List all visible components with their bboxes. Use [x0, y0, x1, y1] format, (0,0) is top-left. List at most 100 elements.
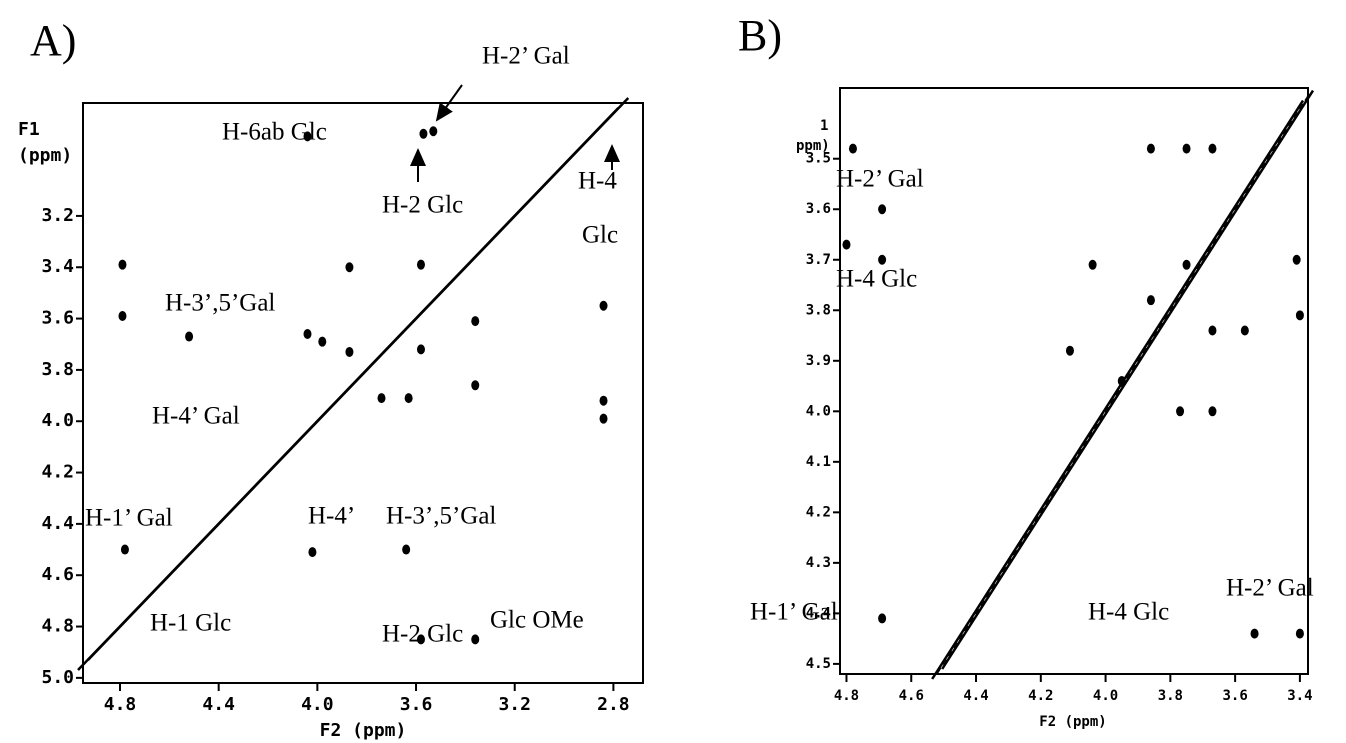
y-axis-label: 1 [820, 118, 828, 134]
diagonal [931, 99, 1305, 680]
y-tick-label: 5.0 [41, 667, 74, 688]
x-tick-label: 4.4 [963, 688, 988, 704]
peak [345, 346, 354, 357]
annotation: Glc OMe [490, 607, 584, 634]
peak [1208, 143, 1217, 154]
annotation: H-2’ Gal [482, 43, 570, 70]
peak [1146, 143, 1155, 154]
annotation: H-3’,5’Gal [165, 290, 275, 317]
x-tick-label: 4.0 [1093, 688, 1118, 704]
peak [1292, 254, 1301, 265]
peak [842, 239, 851, 250]
annotation: H-1 Glc [150, 610, 231, 637]
peak [1250, 628, 1259, 639]
y-axis-label: ppm) [796, 138, 830, 154]
x-axis-label: F2 (ppm) [1039, 714, 1106, 730]
peak [118, 311, 127, 322]
panel-title: B) [738, 11, 782, 60]
peak [120, 544, 129, 555]
annotation: H-2 Glc [382, 621, 463, 648]
peak [1117, 376, 1126, 386]
annotation: H-2’ Gal [1226, 575, 1314, 602]
x-tick-label: 2.8 [597, 694, 630, 715]
y-tick-label: 4.6 [41, 564, 74, 585]
peak [416, 344, 425, 355]
annotation: H-2 Glc [382, 192, 463, 219]
annotation: H-4’ [308, 503, 355, 530]
annotation: H-6ab Glc [222, 119, 327, 146]
y-tick-label: 3.5 [806, 151, 831, 167]
peak [416, 634, 425, 645]
y-tick-label: 4.2 [806, 504, 831, 520]
peak [419, 128, 428, 139]
y-tick-label: 3.9 [806, 353, 831, 369]
annotation: H-4 Glc [1088, 599, 1169, 626]
peak [429, 126, 438, 137]
y-tick-label: 3.4 [41, 256, 74, 277]
annotation: Glc [582, 222, 618, 249]
peak [1182, 143, 1191, 154]
annotation: H-4’ Gal [152, 403, 240, 430]
x-tick-label: 3.4 [1287, 688, 1312, 704]
peak [404, 393, 413, 404]
x-tick-label: 4.8 [834, 688, 859, 704]
peak [416, 259, 425, 270]
y-tick-label: 4.0 [41, 410, 74, 431]
annotation: H-4 [578, 168, 617, 195]
y-tick-label: 3.6 [806, 201, 831, 217]
peak [118, 259, 127, 270]
plot-frame [82, 102, 644, 684]
y-tick-label: 4.1 [806, 454, 831, 470]
peak [878, 204, 887, 215]
x-tick-label: 4.4 [202, 694, 235, 715]
peak [1182, 259, 1191, 270]
panel-title: A) [30, 16, 76, 65]
peak [1240, 325, 1249, 336]
peak [471, 380, 480, 391]
y-tick-label: 3.7 [806, 252, 831, 268]
annotation: H-2’ Gal [836, 166, 924, 193]
x-tick-label: 3.8 [1158, 688, 1183, 704]
diagonal [941, 89, 1315, 670]
peak [1208, 325, 1217, 336]
peak [1295, 310, 1304, 321]
peak [878, 254, 887, 265]
peak [1088, 259, 1097, 270]
peak [377, 393, 386, 404]
peak [599, 300, 608, 311]
y-tick-label: 4.3 [806, 555, 831, 571]
peak [303, 131, 312, 142]
peak [599, 395, 608, 406]
y-axis-label: (ppm) [18, 145, 72, 166]
plot-frame [839, 87, 1309, 675]
y-tick-label: 3.2 [41, 205, 74, 226]
peak [185, 331, 194, 342]
peak [303, 328, 312, 339]
x-tick-label: 4.6 [899, 688, 924, 704]
annotation: H-4 Glc [836, 266, 917, 293]
x-tick-label: 4.8 [104, 694, 137, 715]
y-tick-label: 4.8 [41, 616, 74, 637]
peak [848, 143, 857, 154]
y-tick-label: 4.4 [806, 605, 831, 621]
peak [1176, 406, 1185, 417]
peak [878, 613, 887, 624]
y-tick-label: 4.5 [806, 656, 831, 672]
x-tick-label: 4.0 [301, 694, 334, 715]
x-axis-label: F2 (ppm) [320, 720, 407, 741]
y-tick-label: 3.8 [806, 302, 831, 318]
y-tick-label: 3.6 [41, 308, 74, 329]
x-tick-label: 3.6 [400, 694, 433, 715]
x-tick-label: 3.6 [1222, 688, 1247, 704]
peak [1065, 345, 1074, 356]
peak [308, 547, 317, 558]
peak [1146, 295, 1155, 306]
peak [1295, 628, 1304, 639]
peak [1208, 406, 1217, 417]
y-tick-label: 4.0 [806, 403, 831, 419]
y-tick-label: 4.2 [41, 462, 74, 483]
annotation: H-3’,5’Gal [386, 503, 496, 530]
annotation: H-1’ Gal [85, 505, 173, 532]
peak [402, 544, 411, 555]
